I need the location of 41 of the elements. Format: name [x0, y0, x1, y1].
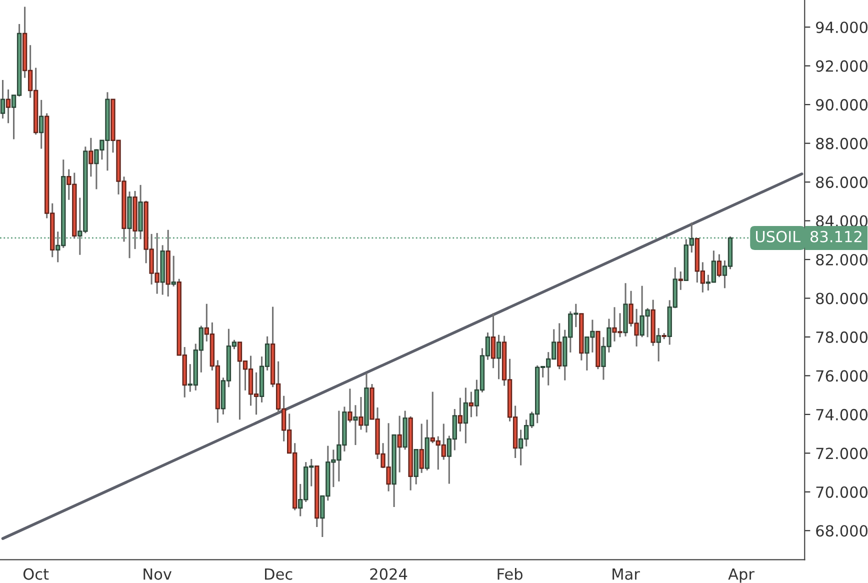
y-tick-label: 68.000	[816, 525, 868, 537]
ref-line-label: USOIL	[756, 230, 801, 242]
x-tick-label: Dec	[265, 568, 292, 580]
candlestick	[490, 312, 496, 369]
y-tick-label: 80.000	[816, 292, 868, 304]
y-tick-label: 92.000	[816, 60, 868, 72]
x-tick-label: Nov	[144, 568, 172, 580]
candlestick	[353, 404, 358, 446]
candlestick	[39, 99, 44, 150]
candlestick	[458, 397, 463, 432]
candlestick	[171, 255, 176, 288]
candlestick	[463, 386, 468, 444]
x-tick-label: Apr	[728, 568, 754, 583]
text: 83.112	[810, 230, 862, 242]
candlestick	[397, 415, 402, 474]
y-tick-label: 88.000	[816, 138, 868, 150]
y-tick-label: 72.000	[816, 448, 868, 460]
y-tick-label: 82.000	[816, 254, 868, 266]
x-tick-label: Oct	[23, 568, 49, 580]
y-tick-label: 90.000	[816, 99, 868, 111]
x-tick-label: Feb	[498, 568, 522, 580]
candlestick	[496, 334, 502, 380]
y-tick-label: 78.000	[816, 331, 868, 343]
candlestick	[6, 88, 11, 124]
candlestick	[348, 388, 352, 424]
candlestick	[678, 270, 683, 291]
y-tick-label: 76.000	[816, 370, 868, 382]
x-tick-label: 2024	[370, 568, 408, 580]
y-tick-label: 86.000	[816, 176, 868, 188]
candlestick	[0, 79, 6, 120]
candlestick	[419, 422, 424, 474]
candlestick	[557, 322, 562, 370]
candlestick	[656, 327, 661, 362]
candlestick	[88, 137, 94, 178]
candlestick	[358, 396, 364, 430]
candlestick	[468, 391, 474, 418]
candlestick	[716, 254, 722, 278]
y-tick-label: 74.000	[816, 408, 868, 420]
y-tick-label: 70.000	[816, 486, 868, 498]
x-tick-label: Mar	[612, 568, 640, 580]
y-tick-label: 94.000	[816, 22, 868, 34]
